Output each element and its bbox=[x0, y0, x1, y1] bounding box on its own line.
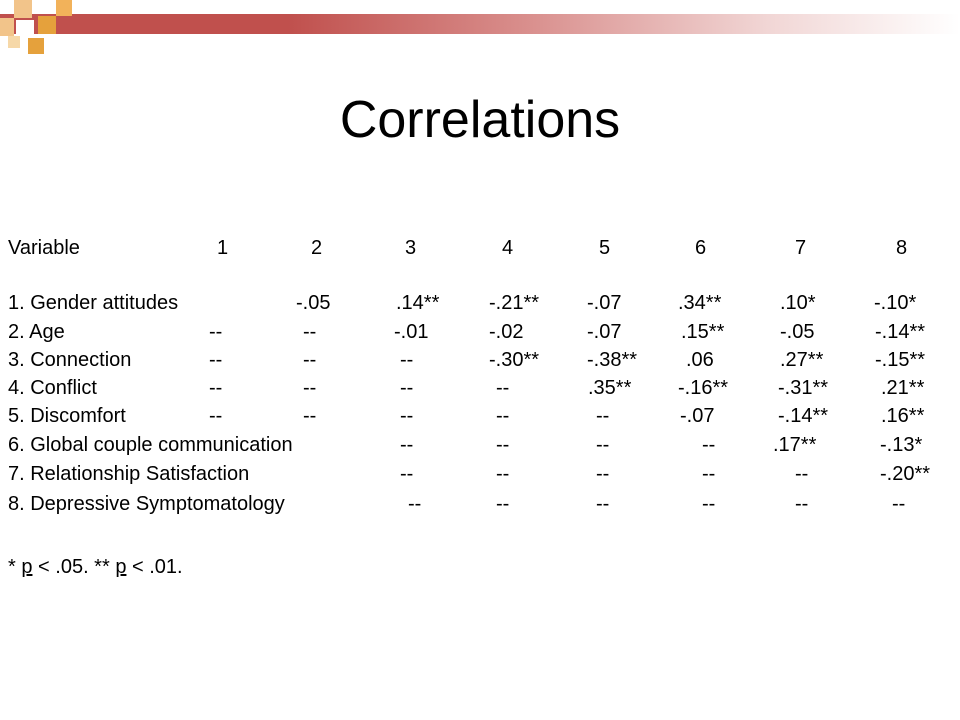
top-decorative-band bbox=[0, 14, 960, 34]
table-cell: .27** bbox=[780, 349, 824, 371]
column-header: 6 bbox=[695, 237, 707, 259]
table-cell: -- bbox=[496, 434, 510, 456]
table-header-row: Variable 1 2 3 4 5 6 7 8 bbox=[0, 234, 960, 262]
table-cell: -.07 bbox=[587, 321, 622, 343]
table-cell: -- bbox=[496, 493, 510, 515]
table-cell: .14** bbox=[396, 292, 440, 314]
table-cell: -- bbox=[209, 321, 223, 343]
table-cell: -- bbox=[209, 349, 223, 371]
table-cell: -- bbox=[400, 349, 414, 371]
table-cell: -- bbox=[702, 493, 716, 515]
table-cell: -- bbox=[892, 493, 906, 515]
column-header: 1 bbox=[217, 237, 229, 259]
column-header: 7 bbox=[795, 237, 807, 259]
column-header: 2 bbox=[311, 237, 323, 259]
decor-square bbox=[16, 20, 34, 36]
row-label: 2. Age bbox=[8, 321, 65, 343]
table-cell: -- bbox=[596, 463, 610, 485]
table-cell: -.38** bbox=[587, 349, 638, 371]
decor-square bbox=[28, 38, 44, 54]
table-cell: -- bbox=[400, 463, 414, 485]
table-cell: -.15** bbox=[875, 349, 926, 371]
row-label: 8. Depressive Symptomatology bbox=[8, 493, 285, 515]
table-cell: -- bbox=[702, 434, 716, 456]
table-cell: -.14** bbox=[778, 405, 829, 427]
table-cell: -.31** bbox=[778, 377, 829, 399]
decor-square bbox=[0, 18, 14, 36]
table-cell: -.02 bbox=[489, 321, 524, 343]
footnote-p: p bbox=[21, 556, 33, 578]
table-cell: -- bbox=[496, 405, 510, 427]
table-cell: -.30** bbox=[489, 349, 540, 371]
table-cell: .15** bbox=[681, 321, 725, 343]
table-cell: -.21** bbox=[489, 292, 540, 314]
row-label: 4. Conflict bbox=[8, 377, 97, 399]
table-row: 1. Gender attitudes -.05 .14** -.21** -.… bbox=[0, 289, 960, 317]
table-cell: -- bbox=[303, 321, 317, 343]
table-cell: .21** bbox=[881, 377, 925, 399]
table-cell: -- bbox=[795, 493, 809, 515]
table-cell: -.05 bbox=[780, 321, 815, 343]
row-label: 5. Discomfort bbox=[8, 405, 126, 427]
table-cell: -- bbox=[596, 434, 610, 456]
table-row: 4. Conflict -- -- -- -- .35** -.16** -.3… bbox=[0, 374, 960, 402]
decor-square bbox=[14, 0, 32, 18]
table-cell: -- bbox=[596, 405, 610, 427]
table-cell: -- bbox=[209, 377, 223, 399]
footnote-star: * bbox=[8, 556, 22, 578]
table-cell: .06 bbox=[686, 349, 714, 371]
decor-square bbox=[32, 0, 46, 14]
footnote-text: < .05. ** bbox=[32, 556, 116, 578]
row-label: 7. Relationship Satisfaction bbox=[8, 463, 250, 485]
table-cell: -- bbox=[303, 405, 317, 427]
table-cell: .16** bbox=[881, 405, 925, 427]
table-row: 2. Age -- -- -.01 -.02 -.07 .15** -.05 -… bbox=[0, 318, 960, 346]
slide-title: Correlations bbox=[339, 91, 621, 149]
table-cell: .35** bbox=[588, 377, 632, 399]
table-cell: .34** bbox=[678, 292, 722, 314]
table-cell: -- bbox=[496, 463, 510, 485]
table-cell: -- bbox=[795, 463, 809, 485]
row-label: 3. Connection bbox=[8, 349, 132, 371]
table-cell: -- bbox=[702, 463, 716, 485]
table-cell: -- bbox=[596, 493, 610, 515]
table-cell: -.05 bbox=[296, 292, 331, 314]
table-cell: -- bbox=[400, 405, 414, 427]
table-cell: -.14** bbox=[875, 321, 926, 343]
table-cell: -- bbox=[408, 493, 422, 515]
table-cell: -.07 bbox=[587, 292, 622, 314]
table-row: 6. Global couple communication -- -- -- … bbox=[0, 431, 960, 459]
table-cell: .17** bbox=[773, 434, 817, 456]
table-row: 3. Connection -- -- -- -.30** -.38** .06… bbox=[0, 346, 960, 374]
table-cell: -.20** bbox=[880, 463, 931, 485]
footnote-text: < .01. bbox=[126, 556, 183, 578]
column-header: 5 bbox=[599, 237, 611, 259]
footnote-p: p bbox=[115, 556, 127, 578]
row-label: 1. Gender attitudes bbox=[8, 292, 179, 314]
decor-square bbox=[56, 0, 72, 16]
decor-square bbox=[38, 16, 56, 34]
table-cell: -.13* bbox=[880, 434, 923, 456]
table-row: 7. Relationship Satisfaction -- -- -- --… bbox=[0, 460, 960, 488]
table-cell: -- bbox=[400, 377, 414, 399]
table-cell: -.07 bbox=[680, 405, 715, 427]
table-cell: -- bbox=[303, 349, 317, 371]
column-header: 8 bbox=[896, 237, 908, 259]
column-header: 4 bbox=[502, 237, 514, 259]
table-cell: -- bbox=[400, 434, 414, 456]
table-cell: -.10* bbox=[874, 292, 917, 314]
decor-square bbox=[8, 36, 20, 48]
table-row: 5. Discomfort -- -- -- -- -- -.07 -.14**… bbox=[0, 402, 960, 430]
table-cell: .10* bbox=[780, 292, 816, 314]
table-row: 8. Depressive Symptomatology -- -- -- --… bbox=[0, 490, 960, 518]
variable-header: Variable bbox=[8, 237, 80, 259]
row-label: 6. Global couple communication bbox=[8, 434, 293, 456]
column-header: 3 bbox=[405, 237, 417, 259]
table-cell: -- bbox=[303, 377, 317, 399]
significance-footnote: * p < .05. ** p < .01. bbox=[8, 553, 183, 581]
table-cell: -.01 bbox=[394, 321, 429, 343]
table-cell: -.16** bbox=[678, 377, 729, 399]
table-cell: -- bbox=[496, 377, 510, 399]
table-cell: -- bbox=[209, 405, 223, 427]
